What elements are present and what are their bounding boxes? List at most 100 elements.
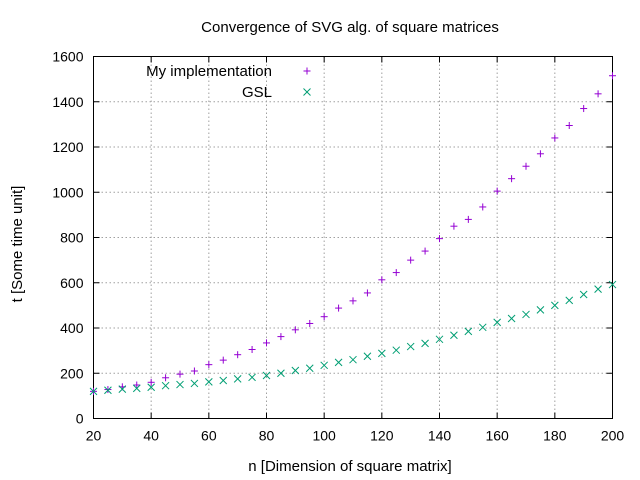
x-tick-label: 80 <box>259 428 275 444</box>
data-point-my-implementation <box>349 297 357 305</box>
data-point-my-implementation <box>363 289 371 297</box>
x-tick-label: 60 <box>201 428 217 444</box>
legend-marker-my-implementation <box>303 67 311 75</box>
legend: My implementation GSL <box>146 63 311 101</box>
data-point-gsl <box>608 280 617 289</box>
data-point-gsl <box>421 339 429 348</box>
data-point-gsl <box>320 361 329 370</box>
x-tick-label: 20 <box>86 428 102 444</box>
data-point-gsl <box>349 355 357 364</box>
data-point-my-implementation <box>580 105 588 113</box>
data-point-gsl <box>262 371 271 380</box>
data-point-gsl <box>118 385 127 393</box>
y-tick-label: 1000 <box>52 184 83 200</box>
data-point-gsl <box>89 387 98 396</box>
y-tick-label: 0 <box>76 411 84 427</box>
data-point-my-implementation <box>219 356 227 364</box>
data-point-my-implementation <box>407 256 415 264</box>
data-point-my-implementation <box>594 90 602 98</box>
data-point-gsl <box>550 301 559 310</box>
legend-marker-gsl <box>303 88 311 96</box>
y-tick-label: 400 <box>60 320 84 336</box>
data-point-my-implementation <box>320 313 328 321</box>
x-tick-label: 200 <box>601 428 625 444</box>
axis-ticks <box>93 56 613 419</box>
data-point-my-implementation <box>392 269 400 277</box>
legend-marker <box>303 88 311 96</box>
data-point-my-implementation <box>176 370 184 378</box>
data-point-my-implementation <box>205 361 213 369</box>
data-point-gsl <box>522 310 530 319</box>
x-tick-label: 120 <box>370 428 394 444</box>
grid-lines <box>93 56 613 419</box>
data-point-my-implementation <box>234 351 242 359</box>
data-point-gsl <box>334 358 343 367</box>
x-tick-label: 140 <box>428 428 452 444</box>
data-point-gsl <box>478 323 487 332</box>
data-point-gsl <box>277 369 285 378</box>
legend-label-gsl: GSL <box>242 84 272 101</box>
data-point-gsl <box>248 373 256 382</box>
data-point-gsl <box>291 366 300 375</box>
data-point-my-implementation <box>464 215 472 223</box>
data-point-gsl <box>132 384 141 393</box>
data-point-my-implementation <box>248 345 256 353</box>
data-point-my-implementation <box>609 72 616 80</box>
data-point-gsl <box>392 346 401 355</box>
data-point-gsl <box>161 381 170 390</box>
data-point-my-implementation <box>536 150 544 158</box>
data-point-my-implementation <box>565 122 573 130</box>
data-point-gsl <box>104 386 112 395</box>
data-point-gsl <box>305 364 314 373</box>
y-axis-label: t [Some time unit] <box>9 186 26 303</box>
data-point-my-implementation <box>306 319 314 327</box>
data-point-gsl <box>377 349 386 358</box>
data-point-gsl <box>594 285 602 293</box>
data-point-my-implementation <box>133 381 141 389</box>
data-point-my-implementation <box>378 276 386 284</box>
y-tick-label: 800 <box>60 230 84 246</box>
y-tick-label: 1600 <box>52 49 83 65</box>
y-tick-label: 1200 <box>52 139 83 155</box>
data-point-my-implementation <box>522 162 530 170</box>
y-tick-label: 200 <box>60 365 84 381</box>
x-axis-label: n [Dimension of square matrix] <box>248 458 451 475</box>
data-point-my-implementation <box>450 222 458 230</box>
data-point-my-implementation <box>493 187 501 195</box>
data-point-gsl <box>507 314 516 323</box>
data-point-my-implementation <box>277 333 285 341</box>
data-point-my-implementation <box>335 304 343 312</box>
chart-title: Convergence of SVG alg. of square matric… <box>201 19 499 36</box>
y-tick-label: 1400 <box>52 94 83 110</box>
y-tick-label: 600 <box>60 275 84 291</box>
x-tick-label: 40 <box>143 428 159 444</box>
data-point-gsl <box>579 290 588 299</box>
data-point-gsl <box>493 318 502 327</box>
data-point-gsl <box>176 380 184 389</box>
data-point-gsl <box>190 379 199 388</box>
data-point-my-implementation <box>508 175 516 183</box>
data-point-gsl <box>219 376 228 385</box>
data-point-gsl <box>147 383 156 392</box>
x-tick-label: 180 <box>543 428 567 444</box>
x-tick-label: 160 <box>485 428 509 444</box>
data-point-gsl <box>450 331 458 340</box>
data-point-my-implementation <box>190 367 198 375</box>
data-point-gsl <box>464 327 473 336</box>
legend-label-my-implementation: My implementation <box>146 63 272 80</box>
data-point-gsl <box>204 377 213 386</box>
data-point-my-implementation <box>291 326 299 334</box>
data-point-my-implementation <box>551 134 559 142</box>
tick-labels: 20 40 60 80 100 120 140 160 180 200 0 200 400 600 800 1… <box>52 49 624 444</box>
data-point-gsl <box>406 342 415 351</box>
data-point-gsl <box>536 306 545 314</box>
data-point-gsl <box>363 352 372 361</box>
data-point-my-implementation <box>263 339 270 347</box>
data-points <box>89 72 617 396</box>
data-point-my-implementation <box>162 374 170 382</box>
data-point-my-implementation <box>436 235 443 243</box>
data-point-my-implementation <box>421 247 429 255</box>
data-point-gsl <box>565 296 574 305</box>
legend-marker <box>303 67 311 75</box>
